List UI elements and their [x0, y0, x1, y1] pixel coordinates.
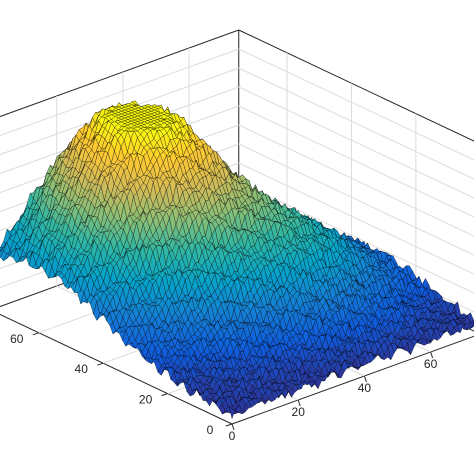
- grid-line: [238, 105, 474, 218]
- grid-line: [238, 143, 474, 256]
- grid-line: [238, 48, 474, 161]
- box-edge: [238, 29, 474, 142]
- grid-line: [238, 162, 474, 275]
- surface-mesh: [0, 100, 474, 420]
- grid-line: [238, 67, 474, 180]
- grid-line: [0, 48, 239, 137]
- y-axis-line: [0, 313, 233, 425]
- grid-line: [238, 86, 474, 199]
- grid-line: [238, 124, 474, 237]
- box-edge: [0, 29, 239, 118]
- grid-line: [238, 181, 474, 294]
- x-axis-line: [231, 335, 474, 425]
